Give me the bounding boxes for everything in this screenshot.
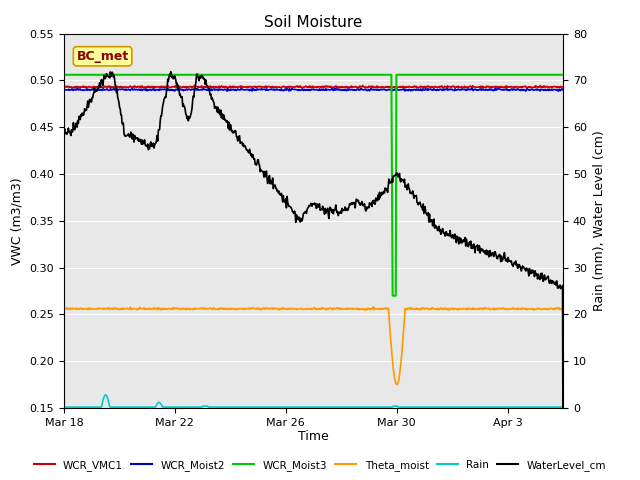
Text: BC_met: BC_met [77,50,129,63]
Y-axis label: Rain (mm), Water Level (cm): Rain (mm), Water Level (cm) [593,131,605,311]
Title: Soil Moisture: Soil Moisture [264,15,363,30]
Legend: WCR_VMC1, WCR_Moist2, WCR_Moist3, Theta_moist, Rain, WaterLevel_cm: WCR_VMC1, WCR_Moist2, WCR_Moist3, Theta_… [29,456,611,475]
Y-axis label: VWC (m3/m3): VWC (m3/m3) [11,177,24,264]
X-axis label: Time: Time [298,431,329,444]
